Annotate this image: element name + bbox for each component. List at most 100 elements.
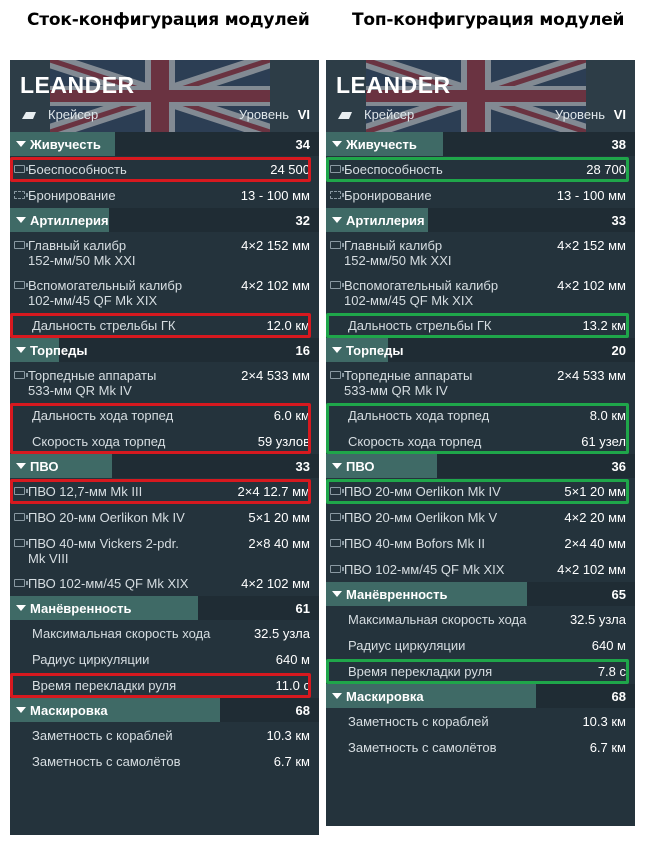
collapse-arrow-icon[interactable] [16,605,26,611]
stat-row: Заметность с кораблей 10.3 км [10,722,319,748]
stat-value: 59 узлов [257,434,310,449]
stat-row: Заметность с кораблей 10.3 км [326,708,635,734]
ship-class-label: Крейсер [364,107,415,122]
stat-value: 13 - 100 мм [240,188,310,203]
section-header[interactable]: ПВО 33 [10,454,319,478]
stat-row: Бронирование 13 - 100 мм [10,182,319,208]
stat-label: Вспомогательный калибр 102-мм/45 QF Mk X… [28,278,183,308]
section-header[interactable]: Манёвренность 65 [326,582,635,606]
section-name: Торпеды [30,343,88,358]
section-value: 32 [295,213,310,228]
stat-value: 2×4 12.7 мм [237,484,310,499]
section-value: 33 [295,459,310,474]
stat-value: 640 м [275,652,310,667]
stat-label: Торпедные аппараты 533-мм QR Mk IV [28,368,157,398]
section-rating-bar [10,208,109,232]
stat-value: 24 500 [270,162,310,177]
collapse-arrow-icon[interactable] [16,707,26,713]
stat-value: 4×2 152 мм [241,238,310,253]
stat-value: 13.2 км [582,318,626,333]
stat-row: Дальность хода торпед 8.0 км [326,402,635,428]
stat-value: 4×2 152 мм [557,238,626,253]
aa-icon [14,579,28,587]
tier-label: Уровень [238,107,289,122]
stat-label: Скорость хода торпед [348,434,482,449]
stat-value: 5×1 20 мм [564,484,626,499]
collapse-arrow-icon[interactable] [16,217,26,223]
section-header[interactable]: Артиллерия 32 [10,208,319,232]
section-value: 38 [611,137,626,152]
stat-value: 4×2 102 мм [557,562,626,577]
stat-value: 2×4 533 мм [557,368,626,383]
collapse-arrow-icon[interactable] [332,141,342,147]
stat-row: ПВО 12,7-мм Mk III 2×4 12.7 мм [10,478,319,504]
top-config-heading: Топ-конфигурация модулей [352,10,625,30]
section-value: 61 [295,601,310,616]
stat-value: 32.5 узла [253,626,310,641]
stat-value: 4×2 102 мм [241,576,310,591]
stat-label: Радиус циркуляции [32,652,150,667]
section-header[interactable]: Торпеды 20 [326,338,635,362]
stat-row: Время перекладки руля 7.8 с [326,658,635,684]
stat-label: Максимальная скорость хода [32,626,211,641]
stat-value: 640 м [591,638,626,653]
collapse-arrow-icon[interactable] [16,347,26,353]
section-name: Маскировка [30,703,108,718]
stat-label: ПВО 20-мм Oerlikon Mk V [344,510,498,525]
hp-icon [14,165,28,173]
stat-value: 4×2 20 мм [564,510,626,525]
section-header[interactable]: Маскировка 68 [326,684,635,708]
stat-value: 5×1 20 мм [248,510,310,525]
stat-value: 13 - 100 мм [556,188,626,203]
stat-label: Главный калибр 152-мм/50 Mk XXI [28,238,136,268]
section-header[interactable]: ПВО 36 [326,454,635,478]
aa-icon [330,513,344,521]
stat-value: 11.0 с [275,678,310,693]
collapse-arrow-icon[interactable] [332,217,342,223]
stat-label: Вспомогательный калибр 102-мм/45 QF Mk X… [344,278,499,308]
collapse-arrow-icon[interactable] [16,463,26,469]
stat-row: ПВО 20-мм Oerlikon Mk IV 5×1 20 мм [326,478,635,504]
stat-label: Радиус циркуляции [348,638,466,653]
section-value: 65 [611,587,626,602]
stat-label: Заметность с кораблей [348,714,489,729]
section-name: Маскировка [346,689,424,704]
section-header[interactable]: Манёвренность 61 [10,596,319,620]
section-rating-bar [326,132,444,156]
stat-row: Максимальная скорость хода 32.5 узла [10,620,319,646]
stat-label: Дальность хода торпед [32,408,174,423]
section-rating-bar [10,454,112,478]
hp-icon [330,165,344,173]
stat-value: 32.5 узла [569,612,626,627]
stat-label: ПВО 102-мм/45 QF Mk XIX [344,562,505,577]
section-value: 20 [611,343,626,358]
section-rating-bar [10,596,199,620]
section-rating-bar [326,684,537,708]
section-name: ПВО [30,459,59,474]
stat-value: 6.7 км [273,754,310,769]
collapse-arrow-icon[interactable] [332,693,342,699]
section-header[interactable]: Живучесть 34 [10,132,319,156]
collapse-arrow-icon[interactable] [332,463,342,469]
collapse-arrow-icon[interactable] [332,591,342,597]
stat-value: 7.8 с [597,664,626,679]
section-rating-bar [10,132,116,156]
stat-row: Вспомогательный калибр 102-мм/45 QF Mk X… [326,272,635,312]
stat-value: 10.3 км [266,728,310,743]
stat-row: Дальность хода торпед 6.0 км [10,402,319,428]
section-header[interactable]: Артиллерия 33 [326,208,635,232]
section-header[interactable]: Живучесть 38 [326,132,635,156]
stat-label: Главный калибр 152-мм/50 Mk XXI [344,238,452,268]
collapse-arrow-icon[interactable] [332,347,342,353]
ship-class-label: Крейсер [48,107,99,122]
stat-row: Дальность стрельбы ГК 13.2 км [326,312,635,338]
collapse-arrow-icon[interactable] [16,141,26,147]
section-header[interactable]: Маскировка 68 [10,698,319,722]
stat-row: Скорость хода торпед 61 узел [326,428,635,454]
stat-row: ПВО 20-мм Oerlikon Mk IV 5×1 20 мм [10,504,319,530]
stat-row: Торпедные аппараты 533-мм QR Mk IV 2×4 53… [10,362,319,402]
section-value: 36 [611,459,626,474]
section-value: 34 [295,137,310,152]
section-header[interactable]: Торпеды 16 [10,338,319,362]
stat-label: Заметность с кораблей [32,728,173,743]
